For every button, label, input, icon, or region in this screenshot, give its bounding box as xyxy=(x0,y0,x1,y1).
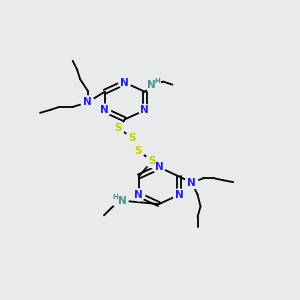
Text: S: S xyxy=(134,146,142,156)
Text: N: N xyxy=(154,162,163,172)
Text: S: S xyxy=(114,123,122,133)
Text: S: S xyxy=(128,133,136,143)
Text: N: N xyxy=(83,98,92,107)
Text: N: N xyxy=(140,105,149,115)
Circle shape xyxy=(173,189,185,201)
Text: N: N xyxy=(175,190,183,200)
Text: H: H xyxy=(155,78,161,84)
Circle shape xyxy=(153,161,165,173)
Circle shape xyxy=(99,104,111,116)
Circle shape xyxy=(132,144,145,157)
Circle shape xyxy=(126,132,139,145)
Circle shape xyxy=(139,104,151,116)
Text: N: N xyxy=(118,196,127,206)
Text: N: N xyxy=(120,77,129,88)
Circle shape xyxy=(145,77,161,92)
Text: N: N xyxy=(146,80,155,90)
Circle shape xyxy=(185,176,198,189)
Text: N: N xyxy=(100,105,109,115)
Text: N: N xyxy=(187,178,196,188)
Circle shape xyxy=(112,121,125,134)
Text: S: S xyxy=(148,156,156,166)
Text: H: H xyxy=(112,194,118,200)
Circle shape xyxy=(119,76,131,88)
Circle shape xyxy=(146,154,159,167)
Text: N: N xyxy=(134,190,143,200)
Circle shape xyxy=(133,189,145,201)
Circle shape xyxy=(112,193,128,208)
Circle shape xyxy=(81,96,94,109)
